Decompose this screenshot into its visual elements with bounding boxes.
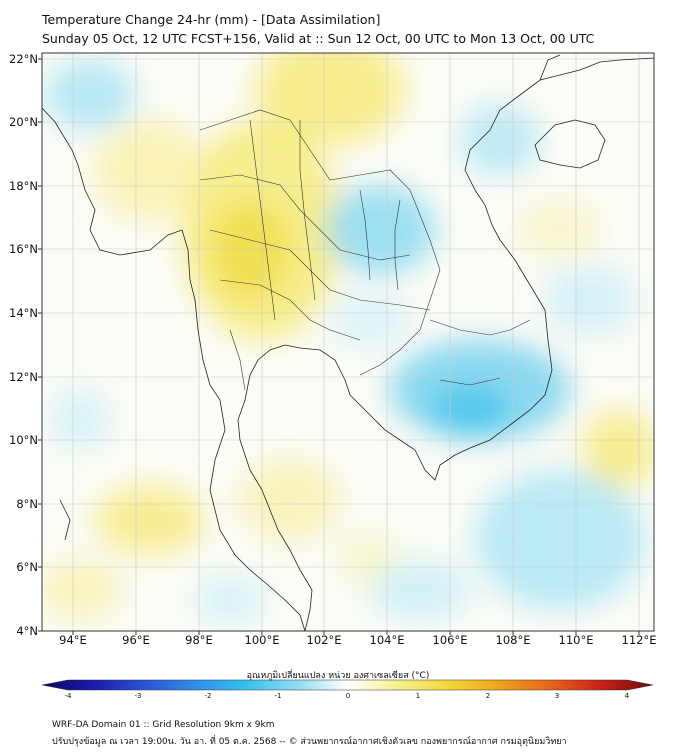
anomaly-field <box>42 53 654 631</box>
axis-ticks <box>38 58 640 635</box>
coastlines <box>42 54 654 631</box>
colorbar-tick: 0 <box>345 692 351 700</box>
map-title: Temperature Change 24-hr (mm) - [Data As… <box>42 12 381 27</box>
lat-label: 18°N <box>9 179 38 193</box>
colorbar-tick: 1 <box>415 692 421 700</box>
colorbar-body <box>41 679 654 691</box>
lat-label: 22°N <box>9 52 38 66</box>
lon-label: 96°E <box>122 633 150 647</box>
colorbar-tick: 3 <box>554 692 560 700</box>
colorbar-tick: -1 <box>274 692 282 700</box>
lat-label: 14°N <box>9 306 38 320</box>
lat-label: 8°N <box>16 497 38 511</box>
lon-label: 104°E <box>369 633 405 647</box>
colorbar-title: อุณหภูมิเปลี่ยนแปลง หน่วย องศาเซลเซียส (… <box>246 671 430 681</box>
lon-label: 102°E <box>306 633 342 647</box>
lat-label: 20°N <box>9 115 38 129</box>
lat-label: 6°N <box>16 560 38 574</box>
lon-label: 94°E <box>59 633 87 647</box>
update-info: ปรับปรุงข้อมูล ณ เวลา 19:00น. วัน อา. ที… <box>52 737 567 747</box>
colorbar-tick: 2 <box>485 692 491 700</box>
lon-label: 98°E <box>185 633 213 647</box>
map-subtitle: Sunday 05 Oct, 12 UTC FCST+156, Valid at… <box>42 31 595 46</box>
colorbar <box>41 679 654 691</box>
lon-label: 100°E <box>244 633 280 647</box>
graticule <box>42 53 654 631</box>
colorbar-tick: 4 <box>624 692 630 700</box>
lon-label: 110°E <box>558 633 594 647</box>
lat-label: 10°N <box>9 433 38 447</box>
province-borders <box>199 109 531 391</box>
lat-label: 16°N <box>9 242 38 256</box>
colorbar-tick: -2 <box>204 692 212 700</box>
model-info: WRF-DA Domain 01 :: Grid Resolution 9km … <box>52 720 275 730</box>
lon-label: 112°E <box>621 633 657 647</box>
lon-label: 106°E <box>432 633 468 647</box>
lat-label: 12°N <box>9 370 38 384</box>
map-frame <box>41 52 655 632</box>
colorbar-tick: -3 <box>134 692 142 700</box>
colorbar-tick: -4 <box>64 692 72 700</box>
lon-label: 108°E <box>495 633 531 647</box>
lat-label: 4°N <box>16 624 38 638</box>
